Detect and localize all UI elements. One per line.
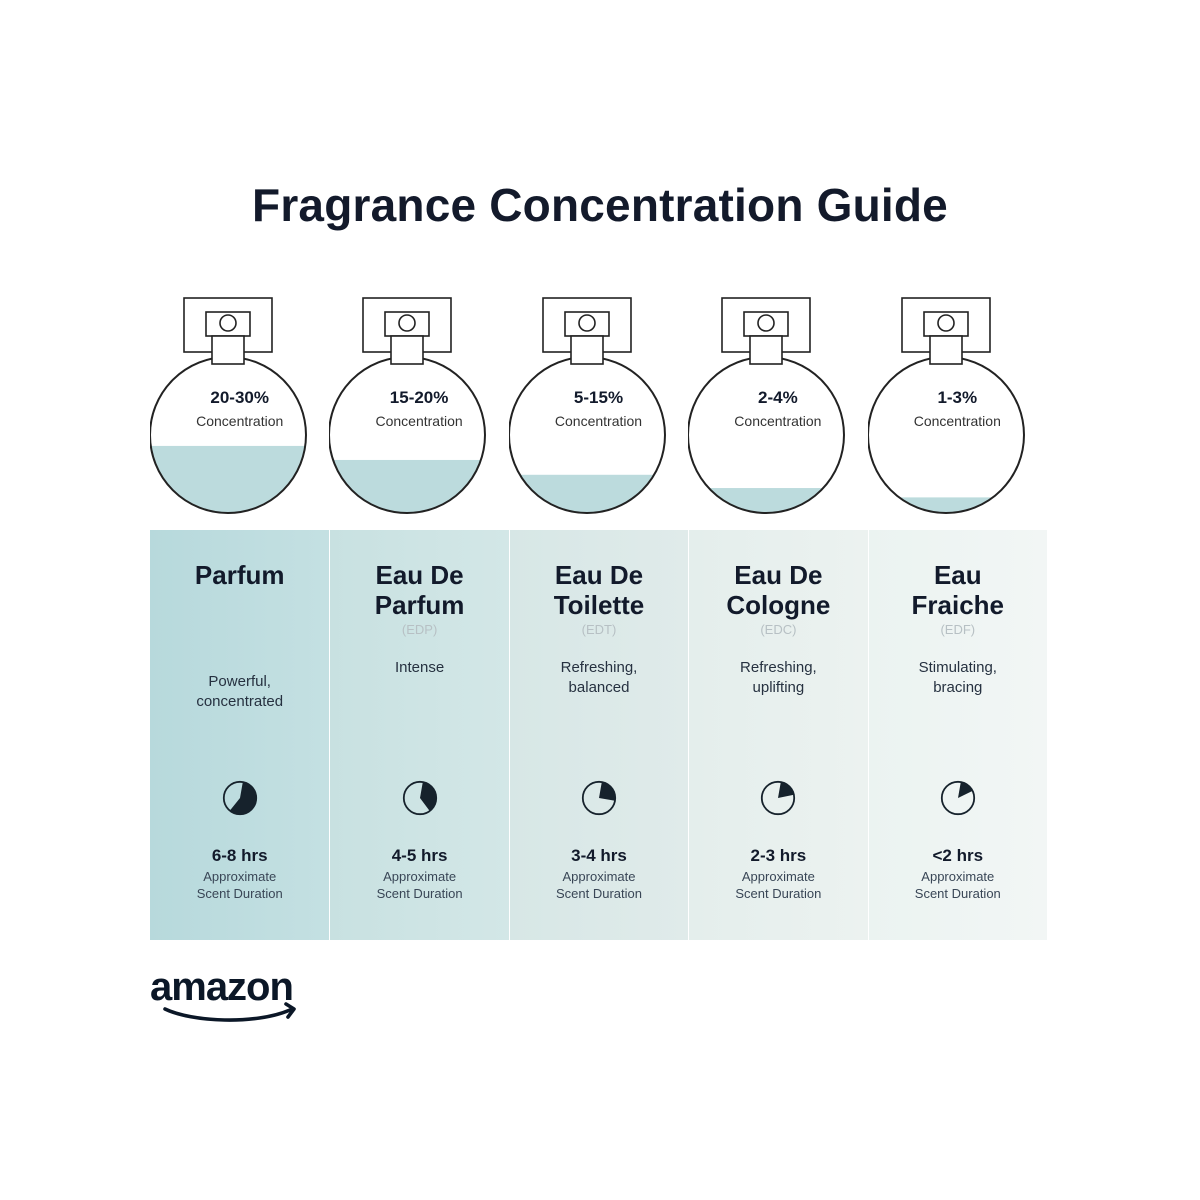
svg-text:amazon: amazon	[150, 965, 293, 1009]
